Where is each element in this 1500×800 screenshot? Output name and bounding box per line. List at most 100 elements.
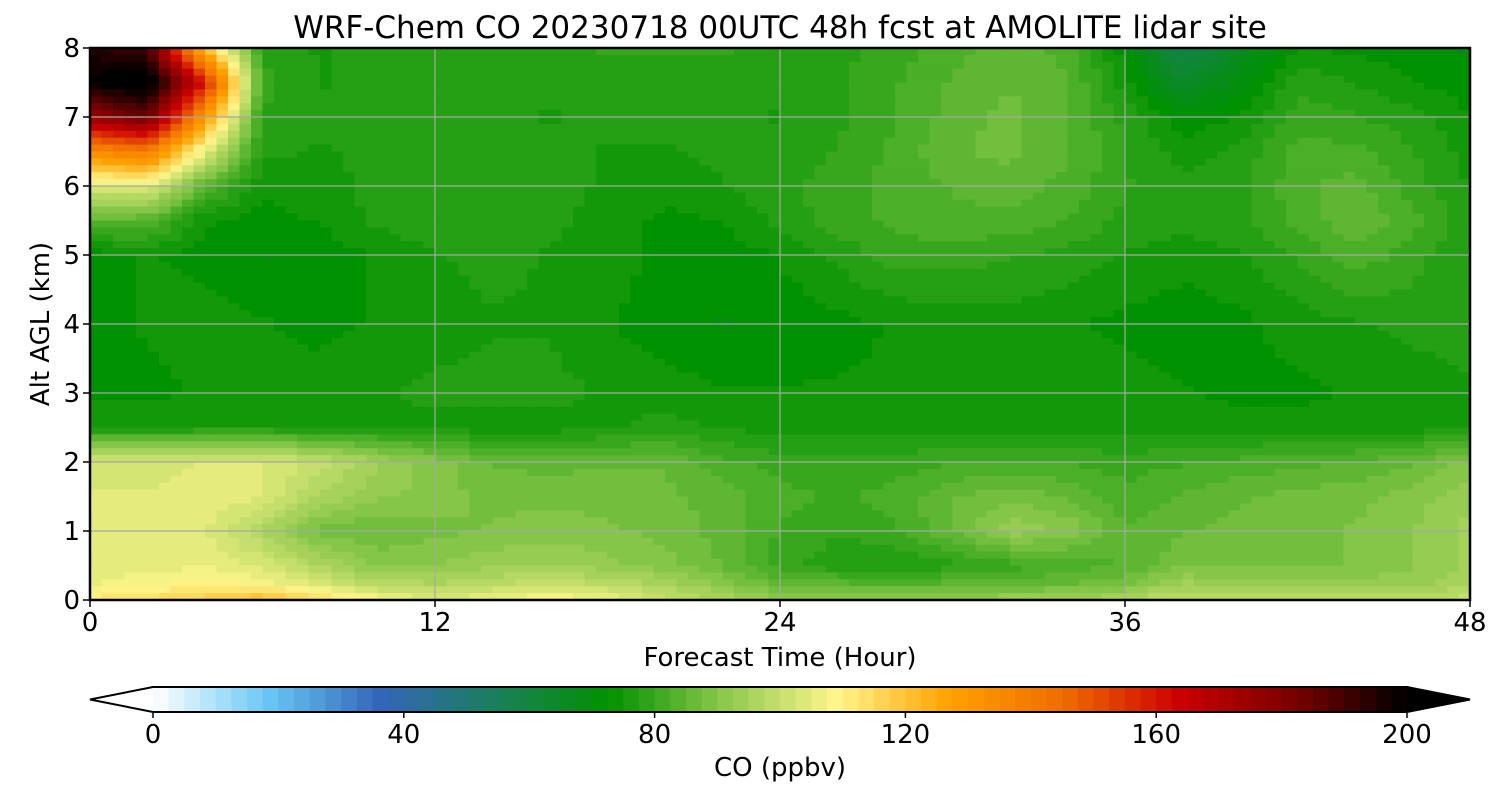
- contour-cell: [90, 96, 103, 104]
- contour-cell: [642, 248, 655, 256]
- contour-cell: [1424, 117, 1437, 125]
- contour-cell: [274, 68, 287, 77]
- contour-cell: [1217, 206, 1230, 215]
- contour-cell: [1320, 227, 1333, 235]
- contour-cell: [1125, 227, 1138, 235]
- contour-cell: [492, 192, 505, 201]
- contour-cell: [883, 296, 896, 304]
- contour-cell: [1240, 123, 1253, 132]
- contour-cell: [791, 220, 804, 228]
- contour-cell: [492, 234, 505, 242]
- contour-cell: [676, 165, 689, 173]
- contour-cell: [791, 82, 804, 90]
- contour-cell: [124, 255, 137, 263]
- contour-cell: [1263, 151, 1276, 159]
- contour-cell: [1044, 144, 1057, 153]
- contour-cell: [182, 248, 195, 256]
- contour-cell: [1389, 54, 1402, 63]
- contour-cell: [987, 68, 1000, 77]
- contour-cell: [826, 144, 839, 153]
- contour-cell: [1286, 206, 1299, 215]
- contour-cell: [630, 117, 643, 125]
- contour-cell: [239, 75, 252, 84]
- contour-cell: [929, 268, 942, 277]
- contour-cell: [837, 137, 850, 146]
- contour-cell: [274, 248, 287, 256]
- contour-cell: [1458, 103, 1471, 111]
- contour-cell: [883, 89, 896, 97]
- contour-cell: [872, 158, 885, 166]
- contour-cell: [722, 234, 735, 242]
- contour-cell: [1159, 192, 1172, 201]
- contour-cell: [1401, 96, 1414, 104]
- contour-cell: [814, 234, 827, 242]
- contour-cell: [469, 54, 482, 63]
- contour-cell: [1424, 165, 1437, 173]
- contour-cell: [492, 96, 505, 104]
- contour-cell: [653, 317, 666, 325]
- contour-cell: [1447, 317, 1460, 325]
- contour-cell: [1079, 179, 1092, 187]
- contour-cell: [1228, 123, 1241, 132]
- contour-cell: [1067, 275, 1080, 284]
- contour-cell: [975, 213, 988, 222]
- contour-cell: [216, 317, 229, 325]
- contour-cell: [1079, 289, 1092, 297]
- contour-cell: [423, 137, 436, 146]
- contour-cell: [699, 61, 712, 70]
- contour-cell: [170, 227, 183, 235]
- contour-cell: [676, 82, 689, 90]
- contour-cell: [377, 213, 390, 222]
- contour-cell: [251, 234, 264, 242]
- contour-cell: [504, 255, 517, 263]
- contour-cell: [952, 296, 965, 304]
- contour-cell: [423, 324, 436, 332]
- contour-cell: [366, 227, 379, 235]
- contour-cell: [1056, 324, 1069, 332]
- contour-cell: [1263, 268, 1276, 277]
- contour-cell: [883, 123, 896, 132]
- contour-cell: [308, 103, 321, 111]
- contour-cell: [619, 213, 632, 222]
- contour-cell: [1067, 179, 1080, 187]
- contour-cell: [446, 199, 459, 208]
- contour-cell: [1274, 158, 1287, 166]
- contour-cell: [239, 303, 252, 311]
- contour-cell: [297, 248, 310, 256]
- contour-cell: [320, 310, 333, 318]
- contour-cell: [354, 48, 367, 56]
- contour-cell: [1286, 186, 1299, 194]
- contour-cell: [527, 186, 540, 194]
- contour-cell: [504, 289, 517, 297]
- contour-cell: [1389, 151, 1402, 159]
- contour-cell: [1079, 282, 1092, 291]
- contour-cell: [630, 82, 643, 90]
- contour-cell: [1366, 261, 1379, 270]
- contour-cell: [630, 172, 643, 180]
- contour-cell: [1458, 179, 1471, 187]
- contour-cell: [1044, 137, 1057, 146]
- contour-cell: [1205, 186, 1218, 194]
- contour-cell: [734, 117, 747, 125]
- contour-cell: [676, 117, 689, 125]
- contour-cell: [1171, 310, 1184, 318]
- contour-cell: [182, 220, 195, 228]
- contour-cell: [1343, 61, 1356, 70]
- contour-cell: [826, 324, 839, 332]
- contour-cell: [1090, 103, 1103, 111]
- contour-cell: [1286, 75, 1299, 84]
- contour-cell: [1320, 158, 1333, 166]
- contour-cell: [642, 213, 655, 222]
- contour-cell: [331, 158, 344, 166]
- contour-cell: [262, 186, 275, 194]
- contour-cell: [1332, 82, 1345, 90]
- contour-cell: [1240, 310, 1253, 318]
- contour-cell: [814, 165, 827, 173]
- contour-cell: [860, 82, 873, 90]
- contour-cell: [389, 261, 402, 270]
- contour-cell: [699, 268, 712, 277]
- contour-cell: [400, 186, 413, 194]
- contour-cell: [711, 227, 724, 235]
- contour-cell: [1263, 123, 1276, 132]
- contour-cell: [239, 144, 252, 153]
